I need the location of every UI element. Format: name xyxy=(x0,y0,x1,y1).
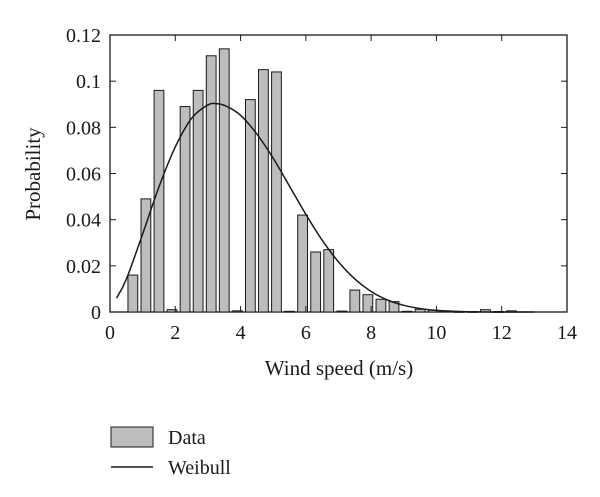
y-tick-label: 0.04 xyxy=(66,210,101,232)
histogram-bar xyxy=(179,106,191,313)
histogram-bar xyxy=(388,301,400,313)
histogram-bar xyxy=(297,214,308,313)
weibull-curve xyxy=(115,102,535,313)
histogram-bar xyxy=(244,99,256,313)
legend-label-data: Data xyxy=(168,427,206,449)
histogram-bar xyxy=(192,89,204,313)
histogram-bar xyxy=(258,69,269,313)
x-tick-label: 4 xyxy=(236,322,246,344)
y-tick-label: 0.08 xyxy=(66,117,101,139)
x-tick-label: 8 xyxy=(366,322,376,344)
histogram-bar xyxy=(336,310,348,313)
histogram-bar xyxy=(362,294,374,313)
x-tick-label: 14 xyxy=(557,322,577,344)
histogram-bar xyxy=(284,310,295,313)
legend-swatch-data xyxy=(110,426,154,448)
histogram-bar xyxy=(271,71,282,313)
y-axis-ticks: 0 0.02 0.04 0.06 0.08 0.1 0.12 xyxy=(66,25,567,324)
legend: Data Weibull xyxy=(110,426,231,479)
histogram-bar xyxy=(140,198,152,313)
histogram-bar xyxy=(231,310,243,313)
histogram-bar xyxy=(166,309,178,313)
histogram-bars xyxy=(127,48,517,313)
x-tick-label: 10 xyxy=(426,322,446,344)
weibull-curve-layer xyxy=(115,102,535,313)
x-axis-ticks: 0 2 4 6 8 10 12 14 xyxy=(105,35,577,344)
y-tick-label: 0.1 xyxy=(76,71,101,93)
legend-label-weibull: Weibull xyxy=(168,457,231,479)
plot-frame-group xyxy=(109,34,568,313)
y-axis-title: Probability xyxy=(21,127,45,221)
histogram-bar xyxy=(310,251,322,313)
x-tick-label: 6 xyxy=(301,322,311,344)
histogram-bar xyxy=(153,89,165,313)
x-tick-label: 12 xyxy=(492,322,512,344)
x-axis-title: Wind speed (m/s) xyxy=(265,356,413,380)
x-tick-label: 0 xyxy=(105,322,115,344)
y-tick-label: 0.06 xyxy=(66,164,101,186)
histogram-bar xyxy=(127,274,139,313)
histogram-bar xyxy=(323,249,335,313)
histogram-bar xyxy=(375,298,387,313)
plot-frame xyxy=(109,34,568,313)
x-tick-label: 2 xyxy=(170,322,180,344)
y-tick-label: 0 xyxy=(91,302,101,324)
y-tick-label: 0.12 xyxy=(66,25,101,47)
histogram-bar xyxy=(205,55,217,313)
y-tick-label: 0.02 xyxy=(66,256,101,278)
histogram-bar xyxy=(349,289,361,313)
histogram-bar xyxy=(401,310,413,313)
histogram-bar xyxy=(218,48,230,313)
